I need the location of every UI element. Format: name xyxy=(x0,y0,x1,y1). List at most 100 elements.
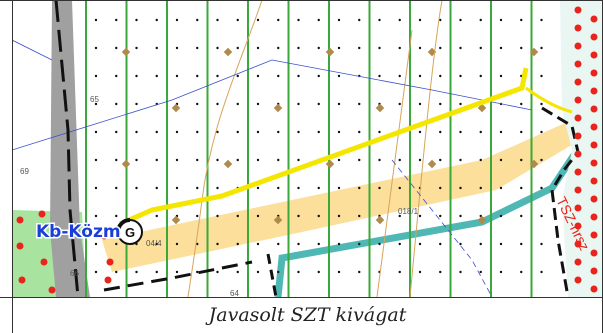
field-dot xyxy=(520,242,523,246)
field-dot xyxy=(520,46,523,50)
red-dot xyxy=(590,267,598,275)
field-dot xyxy=(297,270,300,274)
field-dot xyxy=(479,270,482,274)
field-dot xyxy=(398,214,401,218)
red-dot xyxy=(590,87,598,95)
field-dot xyxy=(418,130,422,134)
field-dot xyxy=(398,158,401,162)
field-dot xyxy=(418,270,422,274)
field-dot xyxy=(297,242,300,246)
field-dot xyxy=(196,270,199,274)
field-dot xyxy=(196,74,199,78)
field-dot xyxy=(256,242,260,246)
field-dot xyxy=(155,186,158,190)
field-dot xyxy=(94,270,98,274)
tree-markers xyxy=(121,47,539,225)
red-dot xyxy=(16,242,24,250)
field-dot xyxy=(175,186,179,190)
red-boundary-dots xyxy=(16,6,598,294)
blue-line-3 xyxy=(12,39,53,61)
tree-marker xyxy=(273,215,283,225)
field-dot xyxy=(216,214,219,218)
field-dot xyxy=(297,214,300,218)
field-dot xyxy=(358,130,361,134)
field-dot xyxy=(540,186,543,190)
field-dot xyxy=(216,186,219,190)
field-dot xyxy=(439,270,442,274)
field-dot xyxy=(94,242,98,246)
red-dot xyxy=(590,123,598,131)
field-dot xyxy=(317,130,320,134)
blue-line-2 xyxy=(391,159,493,297)
field-dot xyxy=(459,242,462,246)
field-dot xyxy=(378,130,381,134)
field-dot xyxy=(135,74,138,78)
g-symbol: G xyxy=(116,218,143,245)
red-dot xyxy=(574,186,582,194)
field-dot xyxy=(297,102,300,106)
field-dot xyxy=(175,158,179,162)
field-dot xyxy=(277,74,280,78)
field-dot xyxy=(196,130,199,134)
field-dot xyxy=(378,74,381,78)
field-dot xyxy=(297,46,300,50)
field-dot xyxy=(479,186,482,190)
field-dot xyxy=(540,270,543,274)
tree-marker xyxy=(121,159,131,169)
field-dot xyxy=(236,242,239,246)
g-symbol-letter: G xyxy=(125,225,135,240)
parcel-label: 66 xyxy=(70,269,79,278)
field-dot xyxy=(378,158,381,162)
field-dot xyxy=(337,130,341,134)
field-dot xyxy=(135,130,138,134)
field-dot xyxy=(216,270,219,274)
field-dot xyxy=(317,46,320,50)
field-dot xyxy=(196,186,199,190)
parcel-label: 69 xyxy=(20,167,29,176)
field-dot xyxy=(317,270,320,274)
parcel-label: 65 xyxy=(90,95,99,104)
field-dot xyxy=(337,270,341,274)
field-dot xyxy=(115,74,118,78)
field-dot xyxy=(256,186,260,190)
red-dot xyxy=(574,240,582,248)
field-dot xyxy=(358,214,361,218)
field-dot xyxy=(317,242,320,246)
field-dot xyxy=(236,270,239,274)
red-dot xyxy=(574,42,582,50)
field-dot xyxy=(378,186,381,190)
field-dot xyxy=(499,158,503,162)
parcel-strip xyxy=(102,120,580,272)
field-dot xyxy=(317,74,320,78)
field-dot xyxy=(94,18,98,22)
field-dot xyxy=(317,18,320,22)
field-dot xyxy=(337,242,341,246)
frame-top-left xyxy=(0,0,12,1)
field-dot xyxy=(459,270,462,274)
field-dot xyxy=(459,130,462,134)
red-dot xyxy=(16,216,24,224)
map-canvas: G Kb-Közm 65 69 66 64 04/4 018/1 TSZ-hrs… xyxy=(12,0,603,297)
tree-marker xyxy=(223,159,233,169)
tree-marker xyxy=(171,215,181,225)
field-dot xyxy=(256,18,260,22)
tree-marker xyxy=(427,159,437,169)
field-dot xyxy=(540,130,543,134)
field-dot xyxy=(236,214,239,218)
parcel-label: 018/1 xyxy=(398,207,419,216)
field-dot xyxy=(337,46,341,50)
red-dot xyxy=(106,258,114,266)
field-dot xyxy=(398,18,401,22)
field-dot xyxy=(277,46,280,50)
red-dot xyxy=(590,51,598,59)
contour-line-1 xyxy=(187,0,263,297)
field-dot xyxy=(479,130,482,134)
field-dot xyxy=(236,18,239,22)
field-dot xyxy=(459,186,462,190)
red-dot xyxy=(590,177,598,185)
field-dot xyxy=(337,18,341,22)
field-dot xyxy=(256,130,260,134)
field-dot xyxy=(277,18,280,22)
field-dot xyxy=(520,18,523,22)
blue-line-1 xyxy=(12,59,533,151)
